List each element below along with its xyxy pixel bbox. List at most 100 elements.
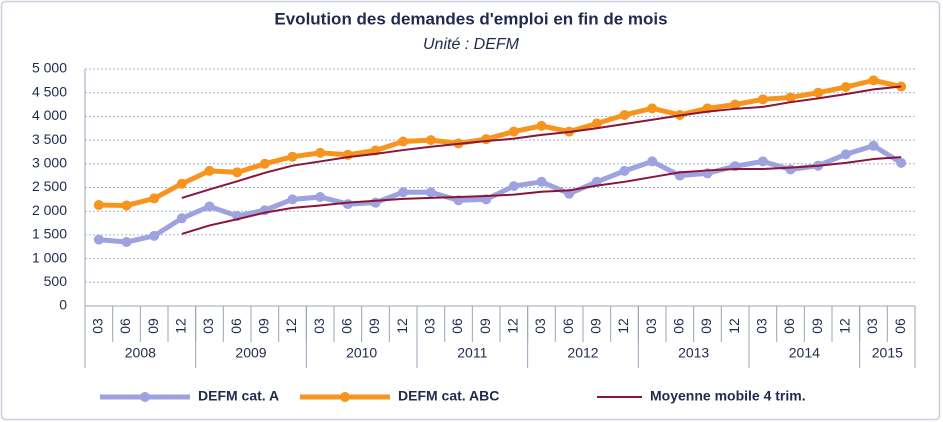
point [232,167,243,178]
y-tick-label: 2 500 [32,178,67,194]
point [508,181,519,192]
y-tick-label: 4 500 [32,83,67,99]
x-tick-label: 09 [809,318,825,334]
series-line [181,85,902,199]
point [315,191,326,202]
point [619,109,630,120]
x-group-label: 2009 [235,345,266,361]
legend-label: DEFM cat. ABC [398,388,499,404]
point [757,94,768,105]
x-tick-label: 06 [339,318,355,334]
x-group-label: 2014 [789,345,820,361]
x-tick-label: 06 [892,318,908,334]
point [287,194,298,205]
chart-title: Evolution des demandes d'emploi en fin d… [274,9,667,28]
point [785,92,796,103]
point [868,75,879,86]
point [204,201,215,212]
point [121,237,132,248]
x-tick-label: 12 [505,318,521,334]
y-tick-label: 5 000 [32,60,67,76]
legend-marker [340,392,350,402]
y-tick-label: 4 000 [32,107,67,123]
x-group-label: 2011 [457,345,487,361]
point [315,147,326,158]
point [619,165,630,176]
x-tick-label: 03 [643,318,659,334]
point [757,156,768,167]
x-tick-label: 06 [449,318,465,334]
point [536,176,547,187]
point [425,187,436,198]
x-tick-label: 09 [256,318,272,334]
point [647,156,658,167]
y-tick-label: 1 000 [32,249,67,265]
x-tick-label: 09 [477,318,493,334]
x-tick-label: 06 [671,318,687,334]
x-tick-label: 03 [864,318,880,334]
y-tick-label: 3 000 [32,155,67,171]
x-tick-label: 09 [588,318,604,334]
x-tick-label: 12 [173,318,189,334]
x-tick-label: 12 [726,318,742,334]
x-group-label: 2012 [567,345,598,361]
x-tick-label: 12 [837,318,853,334]
x-tick-label: 09 [145,318,161,334]
point [149,230,160,241]
x-tick-label: 06 [117,318,133,334]
x-tick-label: 03 [200,318,216,334]
x-tick-label: 09 [366,318,382,334]
point [481,134,492,145]
legend-marker [140,392,150,402]
point [591,118,602,129]
x-tick-label: 06 [228,318,244,334]
point [840,149,851,160]
point [370,197,381,208]
x-tick-label: 03 [90,318,106,334]
legend-label: DEFM cat. A [198,388,279,404]
point [204,165,215,176]
point [121,200,132,211]
x-group-label: 2008 [125,345,156,361]
x-group-label: 2010 [346,345,377,361]
y-tick-label: 0 [59,297,67,313]
legend-label: Moyenne mobile 4 trim. [650,388,806,404]
point [508,126,519,137]
point [149,193,160,204]
x-tick-label: 09 [698,318,714,334]
point [287,151,298,162]
x-tick-label: 12 [615,318,631,334]
x-tick-label: 03 [422,318,438,334]
point [176,178,187,189]
x-group-label: 2015 [872,345,903,361]
y-tick-label: 1 500 [32,226,67,242]
x-tick-label: 06 [781,318,797,334]
point [730,99,741,110]
y-tick-label: 3 500 [32,131,67,147]
x-tick-label: 12 [394,318,410,334]
point [785,164,796,175]
x-tick-label: 12 [283,318,299,334]
point [259,158,270,169]
x-tick-label: 06 [560,318,576,334]
x-tick-label: 03 [532,318,548,334]
point [398,187,409,198]
point [840,82,851,93]
point [647,103,658,114]
point [342,199,353,210]
point [93,234,104,245]
point [176,213,187,224]
x-tick-label: 03 [311,318,327,334]
x-tick-label: 03 [754,318,770,334]
point [93,200,104,211]
point [896,157,907,168]
point [813,87,824,98]
point [868,140,879,151]
point [398,136,409,147]
x-group-label: 2013 [678,345,709,361]
series-line [181,156,902,235]
y-tick-label: 500 [44,273,68,289]
y-tick-label: 2 000 [32,202,67,218]
point [425,135,436,146]
